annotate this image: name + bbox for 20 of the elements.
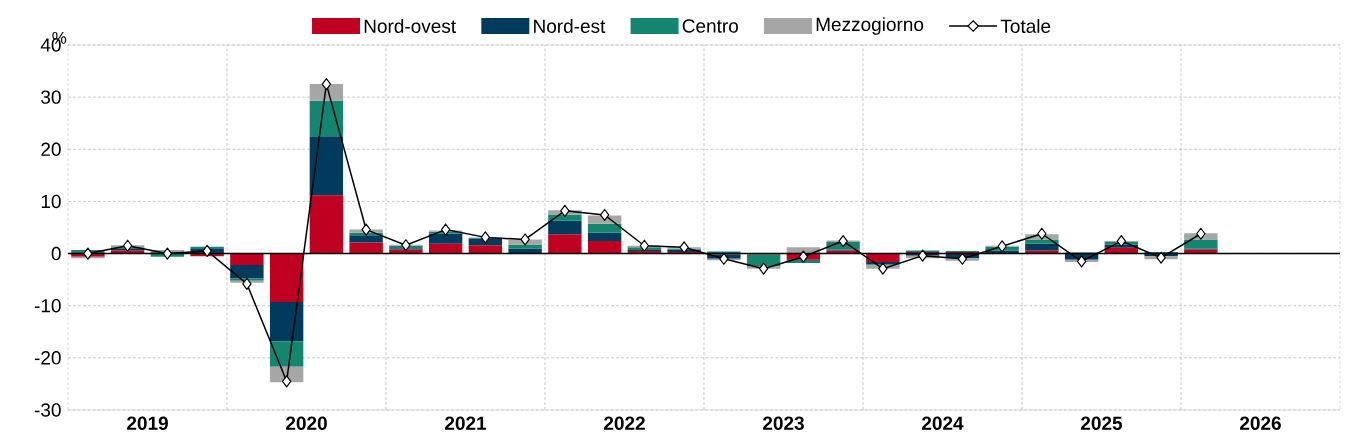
y-tick-label: -20 — [34, 351, 61, 365]
x-tick-label: 2019 — [127, 416, 168, 430]
legend-label: Centro — [682, 19, 738, 33]
legend-label: Nord-ovest — [364, 19, 456, 33]
legend-label: Totale — [1000, 19, 1051, 33]
x-tick-label: 2025 — [1081, 416, 1123, 430]
y-tick-label: -30 — [34, 403, 61, 417]
y-tick-label: -10 — [34, 298, 61, 313]
x-tick-label: 2020 — [286, 416, 327, 430]
y-tick-label: 0 — [51, 246, 61, 261]
legend-label: Nord-est — [534, 19, 606, 33]
y-tick-label: 20 — [41, 142, 61, 156]
x-tick-label: 2021 — [445, 416, 487, 430]
x-tick-label: 2026 — [1239, 416, 1281, 430]
legend-label: Mezzogiorno — [816, 17, 924, 35]
x-tick-label: 2024 — [922, 416, 964, 430]
y-tick-label: 10 — [41, 194, 61, 209]
x-tick-label: 2023 — [763, 416, 804, 430]
x-tick-label: 2022 — [604, 416, 645, 430]
y-tick-label: 30 — [41, 90, 61, 104]
